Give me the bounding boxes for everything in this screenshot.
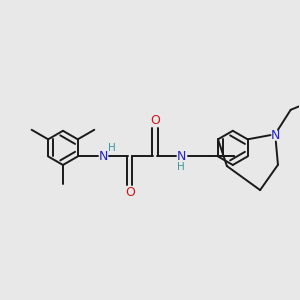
Text: N: N bbox=[271, 129, 280, 142]
Text: N: N bbox=[177, 150, 187, 163]
Text: O: O bbox=[150, 114, 160, 127]
Text: H: H bbox=[177, 162, 184, 172]
Text: H: H bbox=[108, 143, 116, 153]
Text: O: O bbox=[125, 186, 135, 199]
Text: N: N bbox=[98, 150, 108, 163]
